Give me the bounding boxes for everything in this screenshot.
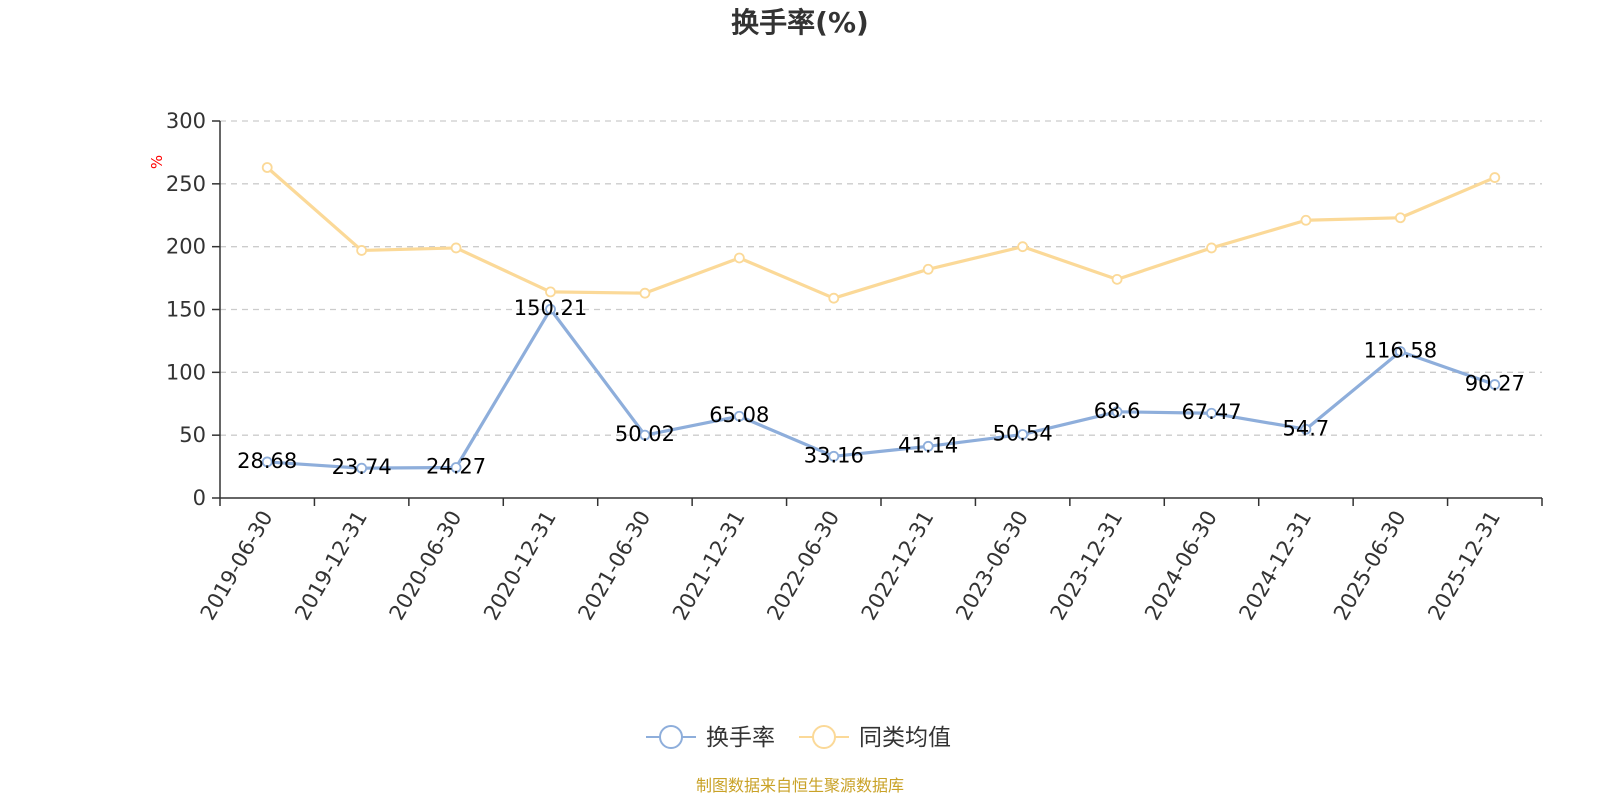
y-tick-label-250: 250 [166,172,206,196]
y-tick-label-300: 300 [166,109,206,133]
data-point [545,286,556,298]
x-tick-label: 2020-06-30 [385,506,467,624]
x-tick-label: 2022-12-31 [857,507,939,625]
data-point [356,245,368,256]
data-label: 33.16 [804,443,864,467]
x-tick-label: 2019-12-31 [290,507,372,625]
data-point [1111,273,1123,285]
legend-label: 同类均值 [859,725,951,751]
y-tick-label-100: 100 [166,360,206,384]
y-axis-unit-label: % [148,155,166,169]
data-label: 24.27 [426,455,486,479]
data-point [1300,214,1312,226]
x-tick-label: 2024-12-31 [1234,507,1316,625]
data-point [922,263,934,275]
data-point [261,456,273,468]
data-label: 41.14 [898,433,958,457]
y-tick-label-200: 200 [166,235,206,259]
data-label: 90.27 [1465,372,1525,396]
data-point [261,162,273,173]
data-label: 67.47 [1181,400,1241,424]
x-tick-label: 2025-12-31 [1423,507,1505,625]
legend-marker [659,725,683,749]
x-tick-label: 2023-12-31 [1046,507,1128,625]
legend-label: 换手率 [706,725,775,751]
x-tick-label: 2019-06-30 [196,507,278,625]
x-tick-label: 2025-06-30 [1329,507,1411,625]
data-labels: 28.68 23.74 24.27 150.21 50.02 65.08 33.16 41.1… [237,296,1525,479]
x-tick-label: 2024-06-30 [1140,507,1222,625]
data-label: 23.74 [332,455,392,479]
data-point [639,287,651,299]
series-line-1 [266,166,1496,300]
data-point [1017,241,1029,253]
data-point [828,292,840,304]
series-layer [261,162,1501,474]
y-axis-ticks: 0 50 100 150 200 250 300 [166,109,220,510]
data-point [545,303,556,315]
data-label: 65.08 [709,403,769,427]
legend-marker [812,725,836,749]
data-point [1394,212,1406,224]
x-tick-label: 2020-12-31 [479,507,561,625]
y-tick-label-0: 0 [193,486,206,510]
chart-title: 换手率(%) [731,6,869,39]
x-tick-label: 2023-06-30 [951,507,1033,625]
x-tick-label: 2022-06-30 [762,507,844,625]
data-label: 50.54 [993,421,1053,445]
data-label: 68.6 [1094,399,1141,423]
x-axis-ticks: 2019-06-30 2019-12-31 2020-06-30 2020-12-31… [196,498,1543,625]
legend[interactable]: 换手率 同类均值 [646,725,951,751]
data-point [733,410,745,422]
y-tick-label-50: 50 [179,423,206,447]
data-point [1111,406,1123,418]
y-tick-label-150: 150 [166,298,206,322]
data-point [733,252,745,264]
data-label: 116.58 [1364,338,1437,362]
x-tick-label: 2021-12-31 [668,507,750,625]
data-label: 50.02 [615,422,675,446]
data-point [1206,407,1217,419]
grid-lines [220,120,1542,436]
series-line-0 [267,307,1496,470]
data-point [639,429,651,441]
legend-item-0[interactable]: 换手率 [646,725,775,751]
data-label: 150.21 [514,296,587,320]
source-note: 制图数据来自恒生聚源数据库 [696,776,904,795]
data-point [1489,172,1501,183]
data-point [1394,346,1406,357]
data-point [356,462,368,474]
data-point [828,450,840,462]
data-point [1300,423,1312,435]
data-point [1017,429,1029,440]
data-point [450,242,462,254]
legend-item-1[interactable]: 同类均值 [799,725,951,751]
data-point [922,440,934,452]
x-tick-label: 2021-06-30 [573,507,655,625]
data-label: 54.7 [1283,416,1330,440]
data-point [1489,379,1501,390]
data-label: 28.68 [237,449,297,473]
data-point [1206,242,1217,254]
data-point [450,462,462,473]
